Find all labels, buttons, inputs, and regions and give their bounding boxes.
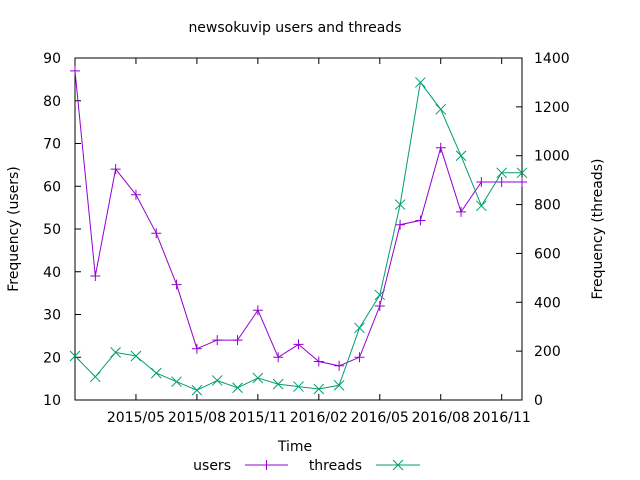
data-point-threads <box>293 381 304 392</box>
data-point-users <box>273 352 284 363</box>
data-point-users <box>395 219 406 230</box>
series-layer <box>69 65 528 396</box>
y-tick-label: 10 <box>43 393 61 409</box>
data-point-users <box>313 356 324 367</box>
data-point-users <box>70 65 80 76</box>
data-point-threads <box>150 367 162 379</box>
data-point-threads <box>130 350 142 362</box>
legend-marker-threads <box>392 459 404 471</box>
y-tick-label: 50 <box>43 222 61 238</box>
chart-title: newsokuvip users and threads <box>188 20 401 36</box>
y2-tick-label: 600 <box>534 246 561 262</box>
x-tick-label: 2016/05 <box>351 410 409 426</box>
right-y-axis: 0 200 400 600 800 1000 1200 1400 <box>516 51 570 409</box>
y-axis-label: Frequency (users) <box>6 166 22 292</box>
data-point-users <box>517 176 527 187</box>
data-point-users <box>293 339 304 350</box>
data-point-users <box>415 215 426 226</box>
y-tick-label: 20 <box>43 350 61 366</box>
data-point-users <box>212 335 223 346</box>
data-point-users <box>334 360 345 371</box>
legend-marker-users <box>261 460 272 470</box>
y2-tick-label: 1000 <box>534 149 570 165</box>
y2-tick-label: 1400 <box>534 51 570 67</box>
data-point-users <box>130 189 141 200</box>
data-point-threads <box>455 150 467 162</box>
x-tick-label: 2016/02 <box>290 410 348 426</box>
data-point-users <box>456 206 467 217</box>
left-y-axis: 10 20 30 40 50 60 70 80 90 <box>43 51 81 409</box>
legend: users threads <box>193 458 420 474</box>
data-point-threads <box>476 200 487 212</box>
data-point-threads <box>110 347 121 358</box>
data-point-users <box>496 176 507 187</box>
y2-tick-label: 800 <box>534 198 561 214</box>
x-axis: 2015/05 2015/08 2015/11 2016/02 2016/05 2016/… <box>107 58 531 426</box>
data-point-threads <box>516 167 528 179</box>
x-tick-label: 2015/11 <box>229 410 287 426</box>
y-tick-label: 60 <box>43 179 61 195</box>
x-tick-label: 2016/11 <box>473 410 531 426</box>
data-point-threads <box>374 289 386 301</box>
data-point-threads <box>69 350 81 362</box>
data-point-users <box>171 279 182 290</box>
x-tick-label: 2016/08 <box>412 410 470 426</box>
x-tick-label: 2015/05 <box>107 410 165 426</box>
y2-tick-label: 1200 <box>534 100 570 116</box>
y-tick-label: 80 <box>43 94 61 110</box>
data-point-users <box>110 164 121 175</box>
data-point-threads <box>191 384 203 396</box>
data-point-threads <box>435 103 447 115</box>
data-point-threads <box>313 383 325 395</box>
y-tick-label: 40 <box>43 265 61 281</box>
data-point-threads <box>232 382 243 394</box>
data-point-users <box>191 343 202 354</box>
series-line-users <box>74 70 522 367</box>
data-point-threads <box>89 371 101 383</box>
data-point-users <box>374 300 385 311</box>
y2-axis-label: Frequency (threads) <box>590 159 606 300</box>
legend-label-threads: threads <box>309 458 362 474</box>
data-point-threads <box>333 379 345 391</box>
x-tick-label: 2015/08 <box>168 410 226 426</box>
data-point-users <box>151 228 162 239</box>
data-point-threads <box>394 199 406 210</box>
data-point-threads <box>211 375 223 386</box>
data-point-users <box>476 176 487 187</box>
y2-tick-label: 0 <box>534 393 543 409</box>
data-point-threads <box>415 77 426 88</box>
data-point-users <box>354 352 365 363</box>
x-axis-label: Time <box>277 439 312 455</box>
y-tick-label: 70 <box>43 137 61 153</box>
data-point-users <box>435 142 446 153</box>
y-tick-label: 30 <box>43 308 61 324</box>
data-point-threads <box>496 167 508 179</box>
data-point-threads <box>171 376 182 388</box>
data-point-threads <box>354 322 365 334</box>
y2-tick-label: 400 <box>534 295 561 311</box>
data-point-users <box>252 305 263 316</box>
y2-tick-label: 200 <box>534 344 561 360</box>
data-point-threads <box>252 372 264 384</box>
legend-label-users: users <box>193 458 231 474</box>
y-tick-label: 90 <box>43 51 61 67</box>
data-point-threads <box>272 378 284 390</box>
data-point-users <box>232 335 243 346</box>
data-point-users <box>90 271 101 282</box>
